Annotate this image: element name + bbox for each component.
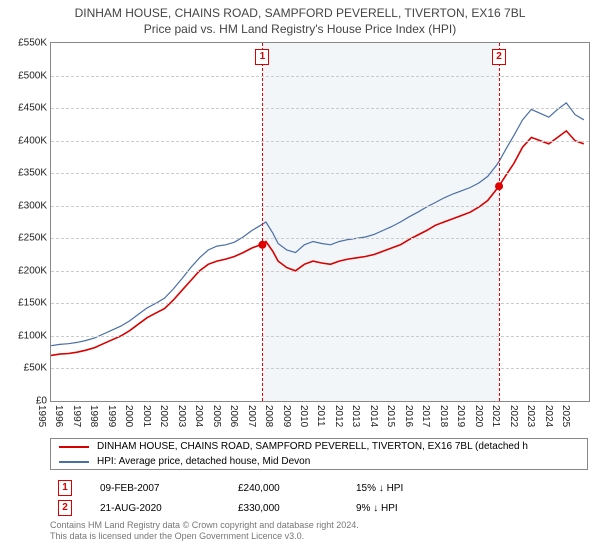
event-price-1: £240,000	[238, 483, 328, 494]
chart-svg	[51, 43, 589, 401]
chart-marker: 1	[255, 49, 269, 65]
ytick-label: £500K	[0, 70, 51, 81]
event-row-2: 2 21-AUG-2020 £330,000 9% ↓ HPI	[50, 498, 588, 518]
legend-label-2: HPI: Average price, detached house, Mid …	[97, 456, 310, 467]
xtick-label: 2000	[123, 405, 134, 427]
xtick-label: 2021	[490, 405, 501, 427]
xtick-label: 2023	[525, 405, 536, 427]
chart-marker: 2	[492, 49, 506, 65]
xtick-label: 2001	[141, 405, 152, 427]
event-pct-2: 9% ↓ HPI	[356, 503, 466, 514]
xtick-label: 2004	[193, 405, 204, 427]
xtick-label: 2003	[176, 405, 187, 427]
ytick-label: £550K	[0, 38, 51, 49]
ytick-label: £450K	[0, 103, 51, 114]
legend-swatch-1	[59, 446, 89, 448]
xtick-label: 2015	[385, 405, 396, 427]
legend-row-1: DINHAM HOUSE, CHAINS ROAD, SAMPFORD PEVE…	[51, 439, 587, 454]
xtick-label: 1995	[36, 405, 47, 427]
xtick-label: 2005	[211, 405, 222, 427]
legend-row-2: HPI: Average price, detached house, Mid …	[51, 454, 587, 469]
xtick-label: 2008	[263, 405, 274, 427]
event-row-1: 1 09-FEB-2007 £240,000 15% ↓ HPI	[50, 478, 588, 498]
ytick-label: £150K	[0, 298, 51, 309]
xtick-label: 2011	[315, 405, 326, 427]
ytick-label: £350K	[0, 168, 51, 179]
xtick-label: 1998	[88, 405, 99, 427]
xtick-label: 2014	[368, 405, 379, 427]
xtick-label: 2012	[333, 405, 344, 427]
xtick-label: 2020	[473, 405, 484, 427]
credits: Contains HM Land Registry data © Crown c…	[50, 520, 359, 543]
xtick-label: 2007	[246, 405, 257, 427]
event-date-2: 21-AUG-2020	[100, 503, 210, 514]
xtick-label: 2002	[158, 405, 169, 427]
legend: DINHAM HOUSE, CHAINS ROAD, SAMPFORD PEVE…	[50, 438, 588, 470]
ytick-label: £250K	[0, 233, 51, 244]
ytick-label: £200K	[0, 265, 51, 276]
xtick-label: 2018	[438, 405, 449, 427]
xtick-label: 1996	[53, 405, 64, 427]
event-marker-1: 1	[58, 480, 72, 496]
events-table: 1 09-FEB-2007 £240,000 15% ↓ HPI 2 21-AU…	[50, 478, 588, 518]
legend-label-1: DINHAM HOUSE, CHAINS ROAD, SAMPFORD PEVE…	[97, 441, 528, 452]
plot-area: £0£50K£100K£150K£200K£250K£300K£350K£400…	[50, 42, 590, 402]
xtick-label: 1999	[106, 405, 117, 427]
event-date-1: 09-FEB-2007	[100, 483, 210, 494]
credits-line-2: This data is licensed under the Open Gov…	[50, 531, 359, 542]
xtick-label: 2009	[281, 405, 292, 427]
ytick-label: £300K	[0, 200, 51, 211]
credits-line-1: Contains HM Land Registry data © Crown c…	[50, 520, 359, 531]
legend-swatch-2	[59, 461, 89, 463]
event-price-2: £330,000	[238, 503, 328, 514]
ytick-label: £50K	[0, 363, 51, 374]
xtick-label: 2019	[455, 405, 466, 427]
xtick-label: 2010	[298, 405, 309, 427]
xtick-label: 2017	[420, 405, 431, 427]
xtick-label: 2022	[508, 405, 519, 427]
xtick-label: 2024	[543, 405, 554, 427]
xtick-label: 1997	[71, 405, 82, 427]
xtick-label: 2006	[228, 405, 239, 427]
xtick-label: 2016	[403, 405, 414, 427]
chart-title: DINHAM HOUSE, CHAINS ROAD, SAMPFORD PEVE…	[0, 0, 600, 22]
xtick-label: 2013	[350, 405, 361, 427]
chart-container: DINHAM HOUSE, CHAINS ROAD, SAMPFORD PEVE…	[0, 0, 600, 560]
xtick-label: 2025	[560, 405, 571, 427]
chart-subtitle: Price paid vs. HM Land Registry's House …	[0, 22, 600, 38]
ytick-label: £400K	[0, 135, 51, 146]
ytick-label: £100K	[0, 330, 51, 341]
event-marker-2: 2	[58, 500, 72, 516]
event-pct-1: 15% ↓ HPI	[356, 483, 466, 494]
